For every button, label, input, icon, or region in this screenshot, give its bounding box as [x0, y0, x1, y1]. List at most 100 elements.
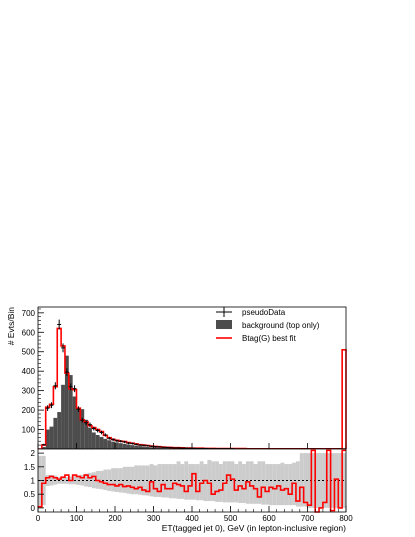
data-point: [111, 438, 115, 442]
main-y-tick-label: 300: [22, 387, 36, 396]
data-point: [192, 447, 196, 449]
ratio-band-bin: [242, 464, 246, 503]
data-point: [180, 447, 185, 449]
ratio-band-bin: [230, 461, 235, 503]
ratio-band-bin: [322, 453, 327, 508]
background-bar: [145, 446, 150, 449]
data-point: [141, 444, 146, 447]
data-point: [168, 447, 173, 449]
main-y-tick-label: 100: [22, 426, 36, 435]
background-bar: [91, 432, 96, 449]
legend-label-pseudodata: pseudoData: [242, 308, 286, 317]
data-point: [122, 440, 127, 444]
background-bar: [99, 436, 104, 449]
background-bar: [149, 447, 154, 449]
ratio-band-bin: [192, 464, 196, 500]
ratio-band-bin: [284, 464, 289, 506]
main-y-tick-label: 500: [22, 348, 36, 357]
data-point: [115, 439, 119, 443]
background-bar: [57, 412, 62, 449]
background-bar: [80, 409, 85, 449]
x-tick-label: 300: [147, 514, 161, 523]
data-point: [99, 430, 104, 435]
data-point: [76, 406, 81, 412]
data-point: [68, 383, 73, 391]
background-bar: [72, 396, 77, 449]
ratio-band-bin: [269, 464, 273, 506]
ratio-y-tick-label: 1: [31, 477, 36, 486]
ratio-band-bin: [199, 461, 204, 501]
legend-label-fit: Btag(G) best fit: [242, 334, 297, 343]
ratio-band-bin: [99, 470, 104, 490]
ratio-band-bin: [253, 464, 258, 504]
data-point: [95, 428, 100, 433]
ratio-band-bin: [249, 461, 254, 504]
ratio-band-bin: [107, 469, 112, 491]
ratio-band-bin: [280, 462, 285, 506]
ratio-band-bin: [261, 461, 266, 505]
ratio-band-bin: [295, 461, 300, 507]
x-tick-label: 400: [185, 514, 199, 523]
background-bar: [138, 446, 142, 449]
main-y-axis-title: # Evts/Bin: [6, 307, 16, 346]
background-bar: [157, 447, 162, 449]
ratio-y-tick-label: 1.5: [24, 463, 36, 472]
main-y-tick-label: 600: [22, 328, 36, 337]
ratio-panel: 0 0.5 1 1.5 2 0 100 200 300 400 500 600 700 800: [24, 448, 353, 523]
ratio-band-bin: [311, 453, 316, 508]
ratio-band-bin: [319, 453, 323, 508]
ratio-band-bin: [338, 453, 343, 508]
ratio-band-bin: [211, 461, 216, 502]
ratio-band-bin: [257, 461, 262, 504]
ratio-band-bin: [172, 464, 177, 499]
x-tick-label: 700: [301, 514, 315, 523]
data-point: [57, 319, 62, 330]
x-tick-label: 500: [224, 514, 238, 523]
data-point: [145, 444, 150, 447]
data-point: [149, 445, 154, 448]
data-point: [184, 447, 189, 449]
background-bar: [130, 445, 135, 449]
ratio-band-bin: [326, 453, 331, 508]
data-point: [49, 402, 54, 409]
ratio-band-bin: [215, 461, 219, 502]
ratio-band-bin: [226, 461, 231, 503]
background-bar: [107, 440, 112, 449]
data-point: [157, 446, 162, 448]
ratio-band-bin: [222, 461, 227, 503]
main-y-tick-label: 700: [22, 309, 36, 318]
data-point: [80, 417, 85, 423]
background-bar: [64, 355, 69, 449]
ratio-band-bin: [207, 459, 212, 502]
data-point: [138, 444, 142, 446]
background-bar: [53, 417, 58, 449]
legend-label-background: background (top only): [242, 321, 320, 330]
ratio-band-bin: [130, 466, 135, 495]
ratio-band-bin: [234, 464, 239, 503]
ratio-band-bin: [134, 465, 139, 495]
background-bar: [103, 438, 108, 449]
x-tick-label: 0: [36, 514, 41, 523]
data-point: [72, 385, 77, 393]
x-tick-label: 200: [108, 514, 122, 523]
background-bar: [141, 446, 146, 449]
x-tick-label: 600: [262, 514, 276, 523]
ratio-y-tick-label: 2: [31, 449, 36, 458]
background-bar: [126, 444, 131, 449]
ratio-y-tick-label: 0: [31, 504, 36, 513]
data-point: [165, 446, 169, 448]
ratio-band-bin: [118, 468, 123, 493]
data-point: [118, 439, 123, 443]
ratio-band-bin: [315, 453, 320, 508]
ratio-band-bin: [122, 466, 127, 493]
ratio-band-bin: [115, 468, 119, 493]
main-y-tick-label: 200: [22, 406, 36, 415]
data-point: [91, 426, 96, 431]
data-point: [107, 436, 112, 440]
background-bar: [118, 443, 123, 449]
ratio-band-bin: [195, 464, 200, 501]
ratio-band-bin: [299, 453, 304, 507]
ratio-band-bin: [303, 453, 308, 507]
ratio-band-bin: [91, 472, 96, 489]
